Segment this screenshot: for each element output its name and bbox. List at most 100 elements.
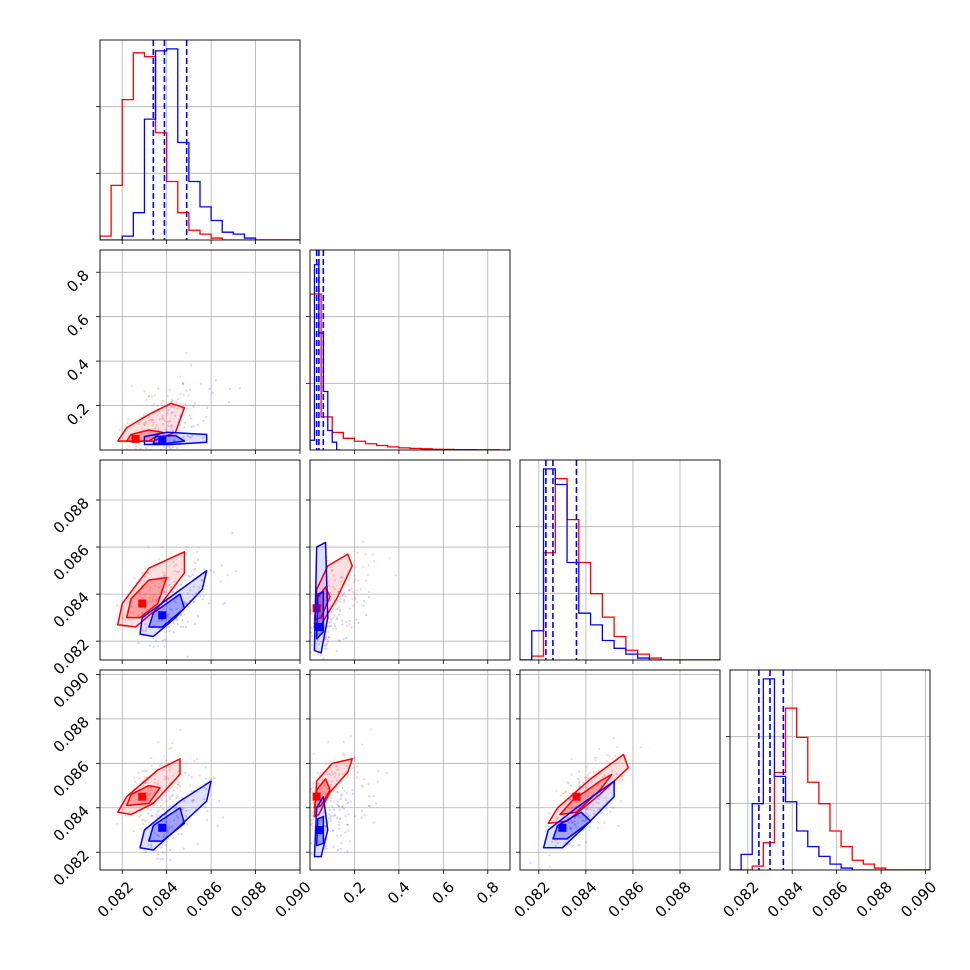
scatter-point xyxy=(339,597,342,600)
scatter-point xyxy=(165,776,168,779)
scatter-point xyxy=(130,454,132,456)
scatter-point xyxy=(577,815,580,818)
scatter-point xyxy=(356,600,359,604)
scatter-point xyxy=(333,814,337,817)
scatter-point xyxy=(202,594,205,597)
scatter-point xyxy=(181,619,184,622)
scatter-point xyxy=(147,419,151,422)
scatter-point xyxy=(155,857,159,860)
scatter-point xyxy=(162,835,165,838)
scatter-point xyxy=(337,805,341,808)
scatter-point xyxy=(174,414,177,417)
scatter-point xyxy=(183,579,186,582)
scatter-point xyxy=(204,777,207,780)
scatter-point xyxy=(343,753,346,757)
scatter-point xyxy=(595,801,598,804)
scatter-point xyxy=(137,422,140,426)
scatter-point xyxy=(367,564,370,567)
scatter-point xyxy=(159,466,161,468)
scatter-point xyxy=(175,400,178,403)
scatter-point xyxy=(180,436,184,439)
scatter-point xyxy=(119,451,121,453)
scatter-point xyxy=(307,805,309,807)
scatter-point xyxy=(338,808,341,811)
scatter-point xyxy=(579,807,582,810)
scatter-point xyxy=(311,822,314,825)
scatter-point xyxy=(607,787,611,790)
scatter-point xyxy=(199,382,202,385)
scatter-point xyxy=(320,804,323,807)
scatter-point xyxy=(156,816,159,819)
scatter-point xyxy=(175,806,178,809)
scatter-point xyxy=(343,789,346,792)
panel-plot-area xyxy=(100,670,300,870)
scatter-point xyxy=(318,821,321,824)
panel-3-2: 0.082 0.084 0.086 0.088 xyxy=(510,669,721,921)
scatter-point xyxy=(325,642,329,645)
scatter-point xyxy=(180,402,183,405)
scatter-point xyxy=(158,619,161,622)
scatter-point xyxy=(121,455,123,457)
scatter-point xyxy=(150,846,153,849)
histogram-series-0 xyxy=(730,707,930,870)
scatter-point xyxy=(192,425,196,428)
scatter-point xyxy=(578,785,581,788)
scatter-point xyxy=(192,798,195,802)
scatter-point xyxy=(151,597,154,601)
scatter-point xyxy=(312,752,315,756)
scatter-point xyxy=(554,839,557,842)
contour-outer-series-1 xyxy=(139,780,212,851)
scatter-point xyxy=(166,412,169,415)
scatter-point xyxy=(331,829,335,833)
scatter-point xyxy=(320,787,323,790)
scatter-point xyxy=(203,786,206,790)
scatter-point xyxy=(350,626,353,629)
scatter-point xyxy=(190,776,193,779)
y-tick-label: 0.090 xyxy=(50,669,93,712)
scatter-point xyxy=(318,804,322,807)
scatter-point xyxy=(293,662,295,664)
scatter-point xyxy=(127,417,130,421)
scatter-point xyxy=(588,791,591,794)
scatter-point xyxy=(330,620,333,623)
scatter-point xyxy=(144,608,147,611)
scatter-point xyxy=(122,616,125,620)
scatter-point xyxy=(340,619,344,622)
scatter-point xyxy=(310,631,313,634)
scatter-point xyxy=(184,402,187,405)
scatter-point xyxy=(601,775,605,779)
scatter-point xyxy=(157,586,160,589)
panel-1-0: 0.2 0.4 0.6 0.8 xyxy=(63,249,301,480)
scatter-point xyxy=(138,777,141,780)
scatter-point xyxy=(210,777,213,781)
scatter-point xyxy=(324,845,328,848)
scatter-point xyxy=(579,800,582,803)
scatter-point xyxy=(179,583,183,586)
scatter-point xyxy=(138,827,141,831)
scatter-point xyxy=(616,745,619,748)
scatter-point xyxy=(189,364,193,367)
scatter-point xyxy=(605,807,608,810)
scatter-point xyxy=(385,772,388,775)
scatter-point xyxy=(347,829,350,832)
scatter-point xyxy=(148,588,151,591)
scatter-point xyxy=(310,626,312,629)
scatter-point xyxy=(161,639,165,642)
scatter-point xyxy=(170,411,173,415)
histogram-series-1 xyxy=(520,468,720,660)
scatter-point xyxy=(334,603,337,606)
scatter-point xyxy=(590,780,593,784)
scatter-point xyxy=(119,428,122,431)
scatter-point xyxy=(329,820,332,823)
panel-2-2 xyxy=(516,459,721,664)
scatter-point xyxy=(584,778,588,781)
scatter-point xyxy=(152,403,155,406)
scatter-point xyxy=(603,821,606,824)
scatter-point xyxy=(128,478,130,480)
scatter-point xyxy=(176,586,179,590)
scatter-point xyxy=(120,616,123,619)
scatter-point xyxy=(164,631,167,634)
scatter-point xyxy=(164,638,167,641)
scatter-point xyxy=(189,784,192,787)
scatter-point xyxy=(171,793,174,796)
